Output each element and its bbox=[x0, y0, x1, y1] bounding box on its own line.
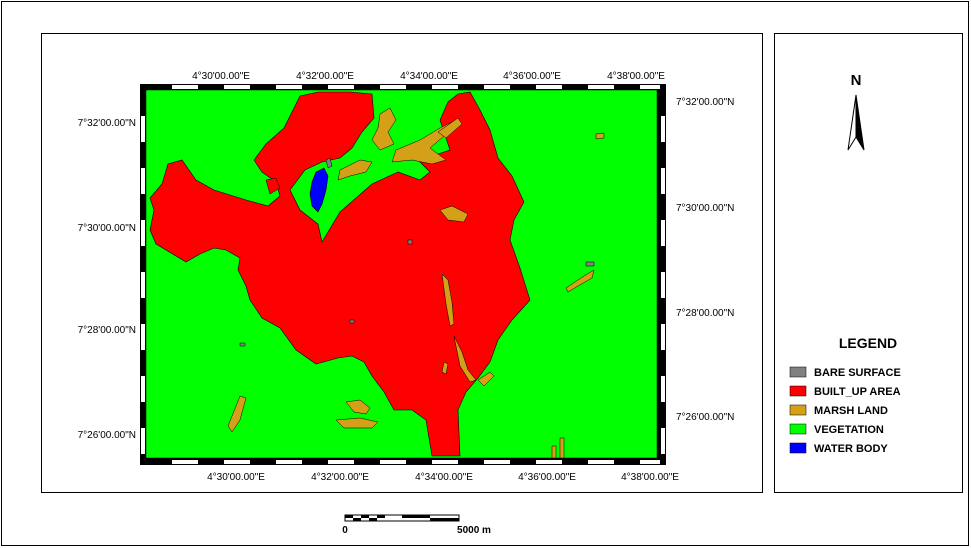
lat-tick-label: 7°30'00.00"N bbox=[676, 203, 734, 214]
neatline-segment bbox=[380, 460, 406, 464]
legend-item-water-body: WATER BODY bbox=[789, 442, 888, 455]
legend-item-built-up-area: BUILT_UP AREA bbox=[789, 385, 901, 398]
lat-tick-label: 7°28'00.00"N bbox=[78, 325, 136, 336]
neatline-segment bbox=[141, 376, 145, 402]
longitude-labels-top: 4°30'00.00"E 4°32'00.00"E 4°34'00.00"E 4… bbox=[192, 71, 665, 82]
lat-tick-label: 7°26'00.00"N bbox=[676, 412, 734, 423]
legend-swatch bbox=[789, 423, 807, 435]
legend-swatch bbox=[789, 442, 807, 454]
neatline-segment bbox=[536, 460, 562, 464]
longitude-labels-bottom: 4°30'00.00"E 4°32'00.00"E 4°34'00.00"E 4… bbox=[207, 472, 679, 483]
neatline-segment bbox=[276, 460, 302, 464]
lon-tick-label: 4°30'00.00"E bbox=[207, 472, 265, 483]
neatline-segment bbox=[640, 460, 660, 464]
neatline-segment bbox=[172, 85, 198, 89]
neatline-segment bbox=[141, 324, 145, 350]
neatline-segment bbox=[141, 220, 145, 246]
neatline-segment bbox=[432, 85, 458, 89]
neatline-segment bbox=[141, 428, 145, 454]
north-arrow-label: N bbox=[851, 72, 862, 89]
neatline-segment bbox=[661, 272, 665, 298]
legend-swatch bbox=[789, 385, 807, 397]
neatline-segment bbox=[484, 460, 510, 464]
neatline-segment bbox=[141, 272, 145, 298]
lon-tick-label: 4°34'00.00"E bbox=[400, 71, 458, 82]
scale-bar: 0 5000 m bbox=[342, 514, 491, 536]
legend-label: MARSH LAND bbox=[814, 405, 888, 417]
lon-tick-label: 4°32'00.00"E bbox=[296, 71, 354, 82]
lon-tick-label: 4°36'00.00"E bbox=[518, 472, 576, 483]
built-up-patch bbox=[265, 177, 281, 195]
lon-tick-label: 4°32'00.00"E bbox=[311, 472, 369, 483]
neatline-segment bbox=[588, 85, 614, 89]
neatline-segment bbox=[661, 376, 665, 402]
scale-bar-start-label: 0 bbox=[342, 525, 348, 536]
neatline-segment bbox=[141, 116, 145, 142]
neatline-segment bbox=[588, 460, 614, 464]
neatline-segment bbox=[172, 460, 198, 464]
legend-item-marsh-land: MARSH LAND bbox=[789, 404, 888, 417]
water-body bbox=[309, 167, 329, 213]
neatline-segment bbox=[640, 85, 660, 89]
lon-tick-label: 4°36'00.00"E bbox=[503, 71, 561, 82]
legend-label: VEGETATION bbox=[814, 424, 884, 436]
latitude-labels-left: 7°32'00.00"N 7°30'00.00"N 7°28'00.00"N 7… bbox=[78, 118, 136, 441]
legend: LEGEND BARE SURFACE BUILT_UP AREA MARSH … bbox=[789, 335, 901, 455]
lon-tick-label: 4°38'00.00"E bbox=[607, 71, 665, 82]
legend-frame bbox=[774, 33, 963, 493]
neatline-segment bbox=[661, 428, 665, 454]
lat-tick-label: 7°28'00.00"N bbox=[676, 308, 734, 319]
neatline-segment bbox=[141, 168, 145, 194]
neatline-segment bbox=[661, 220, 665, 246]
lat-tick-label: 7°30'00.00"N bbox=[78, 223, 136, 234]
lat-tick-label: 7°32'00.00"N bbox=[78, 118, 136, 129]
built-up-area bbox=[149, 91, 531, 457]
legend-label: BUILT_UP AREA bbox=[814, 386, 901, 398]
neatline-segment bbox=[661, 116, 665, 142]
legend-label: BARE SURFACE bbox=[814, 367, 901, 379]
latitude-labels-right: 7°32'00.00"N 7°30'00.00"N 7°28'00.00"N 7… bbox=[676, 97, 734, 423]
scale-bar-end-label: 5000 m bbox=[457, 525, 491, 536]
marsh-land-areas bbox=[227, 107, 605, 459]
neatline-segment bbox=[328, 460, 354, 464]
bare-surface-areas bbox=[239, 157, 595, 347]
north-arrow: N bbox=[847, 72, 865, 151]
legend-item-bare-surface: BARE SURFACE bbox=[789, 366, 901, 379]
legend-title: LEGEND bbox=[839, 335, 897, 351]
lon-tick-label: 4°30'00.00"E bbox=[192, 71, 250, 82]
neatline-segment bbox=[328, 85, 354, 89]
legend-swatch bbox=[789, 366, 807, 378]
neatline-segment bbox=[276, 85, 302, 89]
neatline-segment bbox=[484, 85, 510, 89]
neatline-segment bbox=[661, 168, 665, 194]
neatline-segment bbox=[432, 460, 458, 464]
neatline-segment bbox=[224, 85, 250, 89]
lat-tick-label: 7°32'00.00"N bbox=[676, 97, 734, 108]
lat-tick-label: 7°26'00.00"N bbox=[78, 430, 136, 441]
legend-item-vegetation: VEGETATION bbox=[789, 423, 884, 436]
neatline-segment bbox=[661, 324, 665, 350]
north-arrow-icon bbox=[847, 94, 857, 151]
lon-tick-label: 4°34'00.00"E bbox=[415, 472, 473, 483]
legend-label: WATER BODY bbox=[814, 443, 888, 455]
neatline-segment bbox=[380, 85, 406, 89]
lon-tick-label: 4°38'00.00"E bbox=[621, 472, 679, 483]
neatline-segment bbox=[224, 460, 250, 464]
legend-swatch bbox=[789, 404, 807, 416]
neatline-segment bbox=[536, 85, 562, 89]
